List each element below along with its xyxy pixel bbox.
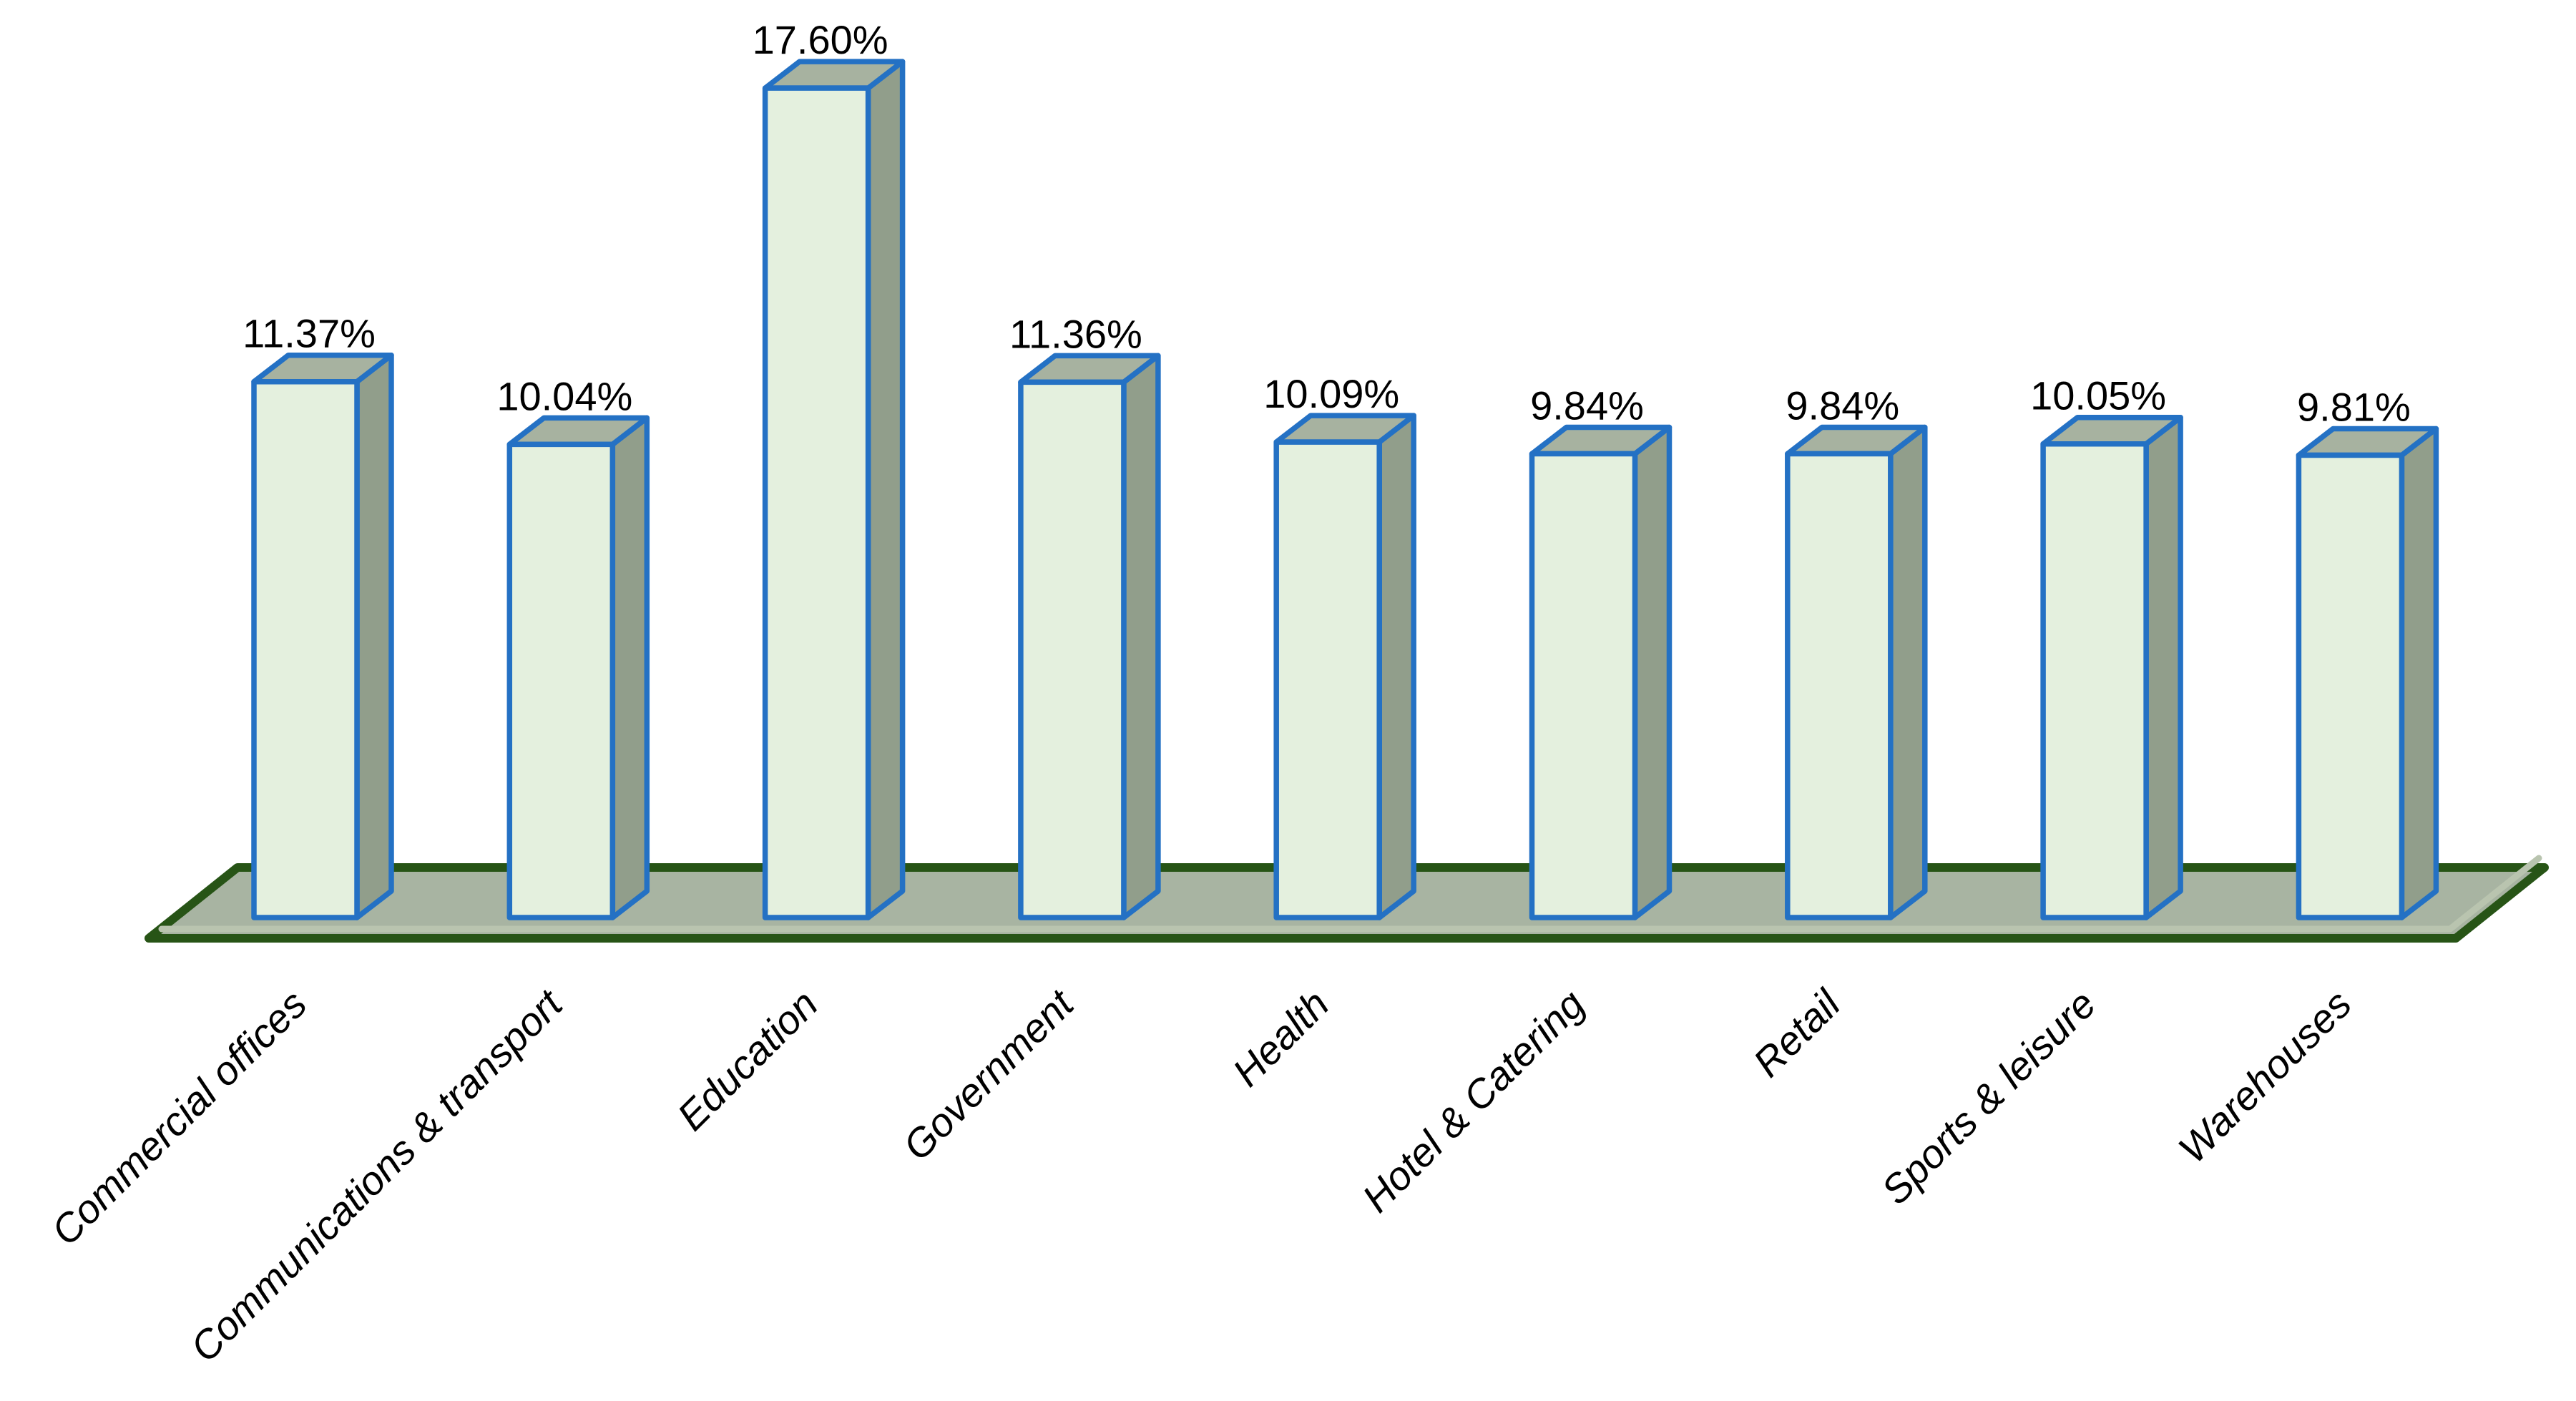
bar-side-face bbox=[1888, 424, 1928, 920]
bar-side-face bbox=[1121, 353, 1161, 920]
category-axis-label: Warehouses bbox=[2170, 981, 2360, 1171]
bar-front-face bbox=[2040, 441, 2149, 920]
bar-front-face bbox=[1529, 451, 1638, 920]
value-label: 17.60% bbox=[753, 17, 888, 62]
chart-floor-highlight bbox=[158, 855, 2542, 933]
bar-front-face bbox=[2296, 452, 2405, 920]
value-label: 10.05% bbox=[2030, 373, 2166, 418]
category-axis-label: Education bbox=[668, 981, 826, 1139]
value-label: 10.09% bbox=[1263, 371, 1399, 416]
bar-front-face bbox=[762, 85, 871, 920]
category-axis-label: Hotel & Catering bbox=[1353, 981, 1593, 1221]
category-axis-label: Commercial offices bbox=[42, 981, 315, 1254]
bar-side-face bbox=[2143, 414, 2183, 920]
value-label: 9.81% bbox=[2297, 385, 2411, 430]
category-axis-label: Sports & leisure bbox=[1873, 981, 2105, 1213]
bar-side-face bbox=[2399, 426, 2439, 920]
value-label: 11.37% bbox=[243, 311, 376, 356]
bar-front-face bbox=[1273, 439, 1382, 920]
value-label: 9.84% bbox=[1530, 383, 1644, 428]
bar-front-face bbox=[1018, 379, 1127, 920]
bar-side-face bbox=[1632, 424, 1673, 920]
bar-front-face bbox=[1785, 451, 1894, 920]
category-axis-label: Health bbox=[1224, 981, 1338, 1095]
bar-front-face bbox=[251, 378, 360, 920]
bar-side-face bbox=[609, 415, 650, 920]
category-axis-label: Retail bbox=[1744, 980, 1849, 1086]
bar-side-face bbox=[1376, 413, 1416, 920]
value-label: 9.84% bbox=[1786, 383, 1899, 428]
bar-side-face bbox=[354, 352, 394, 920]
bar-front-face bbox=[506, 441, 616, 920]
category-axis-label: Government bbox=[894, 980, 1083, 1169]
value-label: 11.36% bbox=[1009, 311, 1142, 356]
value-label: 10.04% bbox=[496, 373, 632, 418]
bar-side-face bbox=[865, 59, 906, 920]
